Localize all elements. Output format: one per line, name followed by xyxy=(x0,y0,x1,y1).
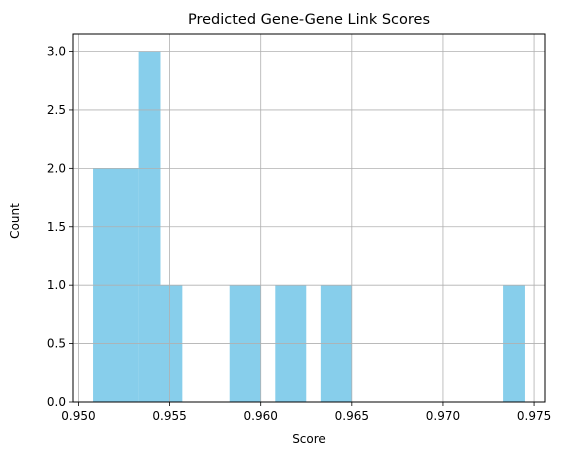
x-tick-label-2: 0.960 xyxy=(244,409,278,423)
chart-title: Predicted Gene-Gene Link Scores xyxy=(188,12,430,28)
y-tick-label-0: 0.0 xyxy=(47,395,66,409)
x-tick-label-1: 0.955 xyxy=(152,409,186,423)
x-tick-label-0: 0.950 xyxy=(61,409,95,423)
y-tick-label-6: 3.0 xyxy=(47,45,66,59)
x-tick-label-3: 0.965 xyxy=(335,409,369,423)
x-axis-label: Score xyxy=(292,432,326,446)
x-tick-label-5: 0.975 xyxy=(517,409,551,423)
y-tick-label-2: 1.0 xyxy=(47,278,66,292)
y-tick-label-3: 1.5 xyxy=(47,220,66,234)
x-tick-label-4: 0.970 xyxy=(426,409,460,423)
y-tick-label-4: 2.0 xyxy=(47,161,66,175)
y-axis-label: Count xyxy=(8,203,22,239)
y-tick-label-1: 0.5 xyxy=(47,337,66,351)
y-tick-label-5: 2.5 xyxy=(47,103,66,117)
